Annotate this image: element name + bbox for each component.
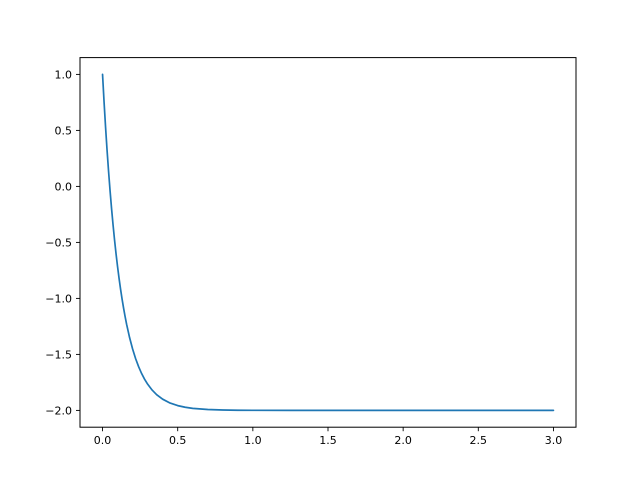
data-line-decay-curve [101,73,555,412]
x-tick-label: 2.5 [470,434,488,447]
x-tick-label: 3.0 [545,434,563,447]
y-tick-label: 0.0 [55,180,73,193]
plot-area [80,57,576,428]
x-tick-label: 0.0 [94,434,112,447]
x-tick-label: 0.5 [169,434,187,447]
x-tick-label: 1.5 [319,434,337,447]
x-tick-label: 2.0 [394,434,412,447]
y-tick-label: 1.0 [55,68,73,81]
y-tick-label: −1.0 [45,292,72,305]
y-tick-label: 0.5 [55,124,73,137]
x-tick-label: 1.0 [244,434,262,447]
y-tick-label: −1.5 [45,348,72,361]
y-tick-label: −2.0 [45,404,72,417]
axes-spines [79,57,577,428]
y-tick-label: −0.5 [45,236,72,249]
